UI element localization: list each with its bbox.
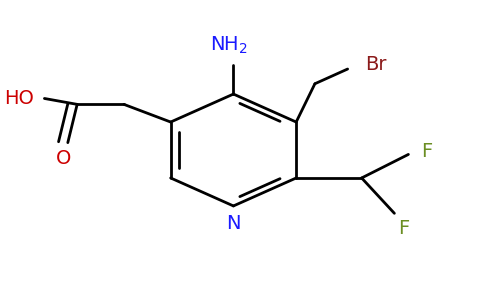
Text: NH$_2$: NH$_2$ (210, 35, 248, 56)
Text: N: N (226, 214, 241, 233)
Text: HO: HO (4, 89, 34, 108)
Text: F: F (422, 142, 433, 161)
Text: O: O (56, 149, 71, 168)
Text: Br: Br (365, 55, 386, 74)
Text: F: F (398, 218, 409, 238)
